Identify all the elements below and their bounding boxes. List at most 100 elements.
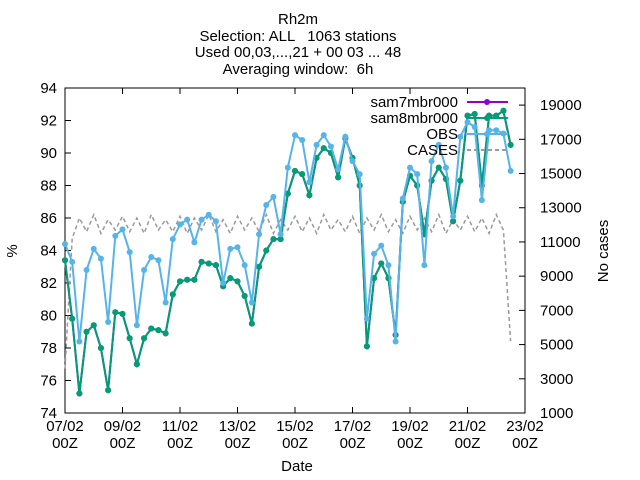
data-point: [248, 299, 255, 306]
data-point: [119, 226, 126, 233]
data-point: [169, 236, 176, 243]
data-point: [450, 218, 457, 225]
legend-label: OBS: [426, 126, 458, 143]
data-point: [263, 202, 270, 208]
y-tick-label: 82: [40, 275, 57, 292]
data-point: [205, 260, 212, 267]
data-point: [263, 247, 270, 254]
data-point: [342, 133, 349, 140]
data-point: [363, 343, 370, 350]
data-point: [112, 232, 119, 239]
y-tick-label: 78: [40, 340, 57, 357]
data-point: [378, 260, 385, 267]
data-point: [97, 345, 104, 351]
y2-tick-label: 3000: [540, 371, 573, 388]
data-point: [457, 177, 464, 184]
data-point: [371, 250, 378, 257]
data-point: [248, 320, 255, 327]
data-point: [363, 315, 370, 322]
data-point: [191, 276, 198, 283]
data-point: [378, 242, 385, 249]
y-tick-label: 92: [40, 113, 57, 130]
data-point: [442, 164, 449, 171]
data-point: [399, 195, 406, 202]
data-point: [270, 236, 277, 243]
x-tick-label: 21/02 00Z: [448, 418, 487, 452]
data-point: [335, 166, 342, 173]
data-point: [306, 192, 313, 199]
data-point: [97, 255, 104, 262]
data-point: [141, 267, 148, 273]
data-point: [83, 267, 90, 273]
data-point: [133, 322, 140, 329]
data-point: [227, 245, 234, 252]
x-tick-label: 11/02 00Z: [161, 418, 199, 452]
x-tick-label: 13/02 00Z: [218, 418, 257, 452]
data-point: [126, 249, 133, 256]
chart-subtitle: Used 00,03,...,21 + 00 03 ... 48: [195, 44, 401, 61]
data-point: [90, 322, 97, 329]
data-point: [155, 257, 162, 264]
data-point: [69, 258, 76, 265]
data-point: [83, 328, 90, 335]
data-point: [241, 262, 248, 269]
x-axis-label: Date: [281, 458, 313, 475]
data-point: [141, 335, 148, 342]
chart-subtitle: Selection: ALL 1063 stations: [199, 28, 396, 45]
y-axis-label: %: [4, 244, 21, 257]
y-tick-label: 94: [40, 80, 57, 97]
legend-label: sam7mbr000: [370, 94, 458, 111]
data-point: [292, 167, 298, 174]
data-point: [90, 245, 97, 252]
data-point: [62, 257, 68, 264]
data-point: [450, 213, 457, 220]
x-tick-label: 17/02 00Z: [333, 418, 372, 452]
data-point: [407, 164, 413, 171]
x-tick-label: 19/02 00Z: [391, 418, 429, 452]
data-point: [234, 244, 241, 251]
data-point: [464, 119, 471, 126]
data-point: [105, 387, 112, 394]
legend-label: sam8mbr000: [370, 110, 458, 127]
data-point: [105, 319, 112, 325]
data-point: [256, 231, 263, 238]
data-point: [284, 190, 291, 197]
data-point: [500, 107, 507, 114]
x-tick-label: 09/02 00Z: [103, 418, 142, 452]
data-point: [435, 164, 442, 171]
data-point: [234, 278, 241, 285]
data-point: [428, 158, 435, 165]
data-point: [335, 174, 342, 181]
data-point: [292, 132, 298, 139]
data-point: [227, 275, 234, 282]
data-point: [277, 231, 284, 238]
data-point: [421, 262, 428, 269]
data-point: [76, 390, 83, 397]
data-point: [471, 124, 478, 130]
data-point: [148, 325, 155, 332]
chart-subtitle: Averaging window: 6h: [223, 61, 374, 78]
data-point: [119, 310, 126, 317]
data-point: [270, 193, 277, 200]
data-point: [414, 171, 421, 178]
x-tick-label: 07/02 00Z: [46, 418, 84, 452]
y2-tick-label: 13000: [540, 200, 582, 217]
x-tick-label: 23/02 00Z: [506, 418, 544, 452]
data-point: [155, 327, 162, 334]
data-point: [76, 338, 83, 345]
data-point: [320, 132, 327, 139]
legend-label: CASES: [407, 142, 458, 159]
data-point: [507, 167, 514, 174]
y2-tick-label: 19000: [540, 97, 582, 114]
y2-tick-label: 9000: [540, 268, 573, 285]
y2-tick-label: 11000: [540, 234, 581, 251]
data-point: [169, 291, 176, 298]
y-tick-label: 90: [40, 145, 57, 162]
data-point: [148, 254, 155, 260]
y2-tick-label: 15000: [540, 166, 582, 183]
data-point: [256, 263, 263, 270]
data-point: [198, 258, 205, 265]
series-line: [64, 212, 512, 369]
